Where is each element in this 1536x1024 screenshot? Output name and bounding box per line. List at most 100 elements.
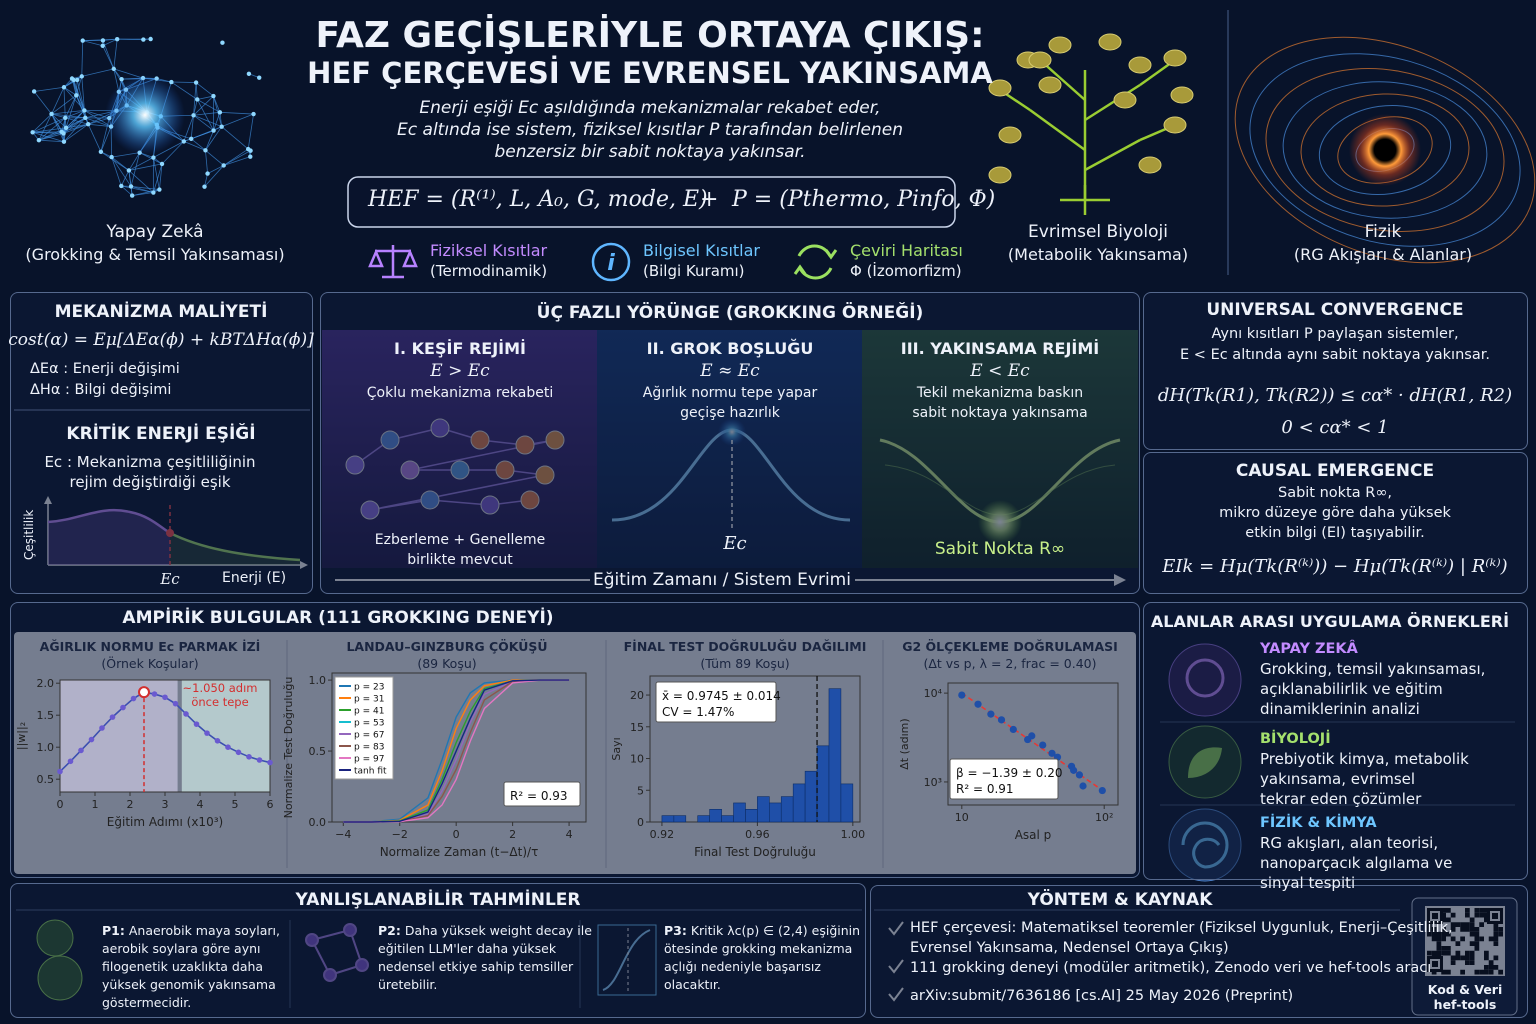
brain-node <box>85 122 91 127</box>
app-text: sinyal tespiti <box>1260 874 1356 892</box>
cell <box>988 166 1012 184</box>
cell <box>1138 156 1162 174</box>
brain-node <box>36 138 42 143</box>
tree-branch <box>1029 108 1086 152</box>
phase-footer: Ezberleme + Genelleme <box>374 532 546 548</box>
brain-link <box>193 111 220 116</box>
left-panel <box>10 292 313 594</box>
prediction-text: aerobik soylara göre aynı <box>102 941 261 956</box>
brain-node <box>79 74 84 79</box>
brain-link <box>51 113 86 119</box>
constraint-subtitle: (Termodinamik) <box>430 262 548 280</box>
brain-link <box>51 113 65 142</box>
brain-link <box>65 117 86 129</box>
brain-node <box>211 128 216 133</box>
brain-link <box>153 157 160 190</box>
prediction-text: P3: Kritik λc(p) ∈ (2,4) eşiğinin <box>664 923 860 938</box>
brain-node <box>114 36 120 42</box>
brain-link <box>63 123 89 143</box>
tree-branch <box>1039 59 1086 101</box>
brain-link <box>152 163 163 193</box>
domain-title: Fizik <box>1364 222 1402 242</box>
brain-node <box>49 111 54 117</box>
brain-link <box>32 117 66 133</box>
constraint-subtitle: Φ (İzomorfizm) <box>850 262 962 280</box>
brain-node <box>31 89 37 94</box>
brain-link <box>161 141 185 165</box>
brain-link <box>51 87 65 115</box>
brain-link <box>65 110 85 129</box>
phase-condition: E < Ec <box>970 361 1030 381</box>
brain-node <box>211 93 216 99</box>
brain-node <box>100 43 105 48</box>
panel-title: MEKANİZMA MALİYETİ <box>54 302 268 322</box>
brain-node <box>248 148 253 153</box>
constraint-title: Çeviri Haritası <box>850 241 963 260</box>
brain-node <box>100 38 106 43</box>
app-text: Grokking, temsil yakınsaması, <box>1260 660 1486 678</box>
causal-panel <box>1143 452 1528 594</box>
brain-node <box>151 155 156 160</box>
brain-link <box>75 76 83 96</box>
brain-node <box>129 193 135 198</box>
cell <box>1170 86 1194 104</box>
brain-link <box>38 139 64 143</box>
prediction-text: Anaerobik maya soyları, <box>128 923 280 938</box>
brain-link <box>63 87 66 118</box>
brain-node <box>248 154 253 159</box>
brain-link <box>193 114 222 128</box>
brain-link <box>171 81 198 100</box>
prediction-text: ötesinde grokking mekanizma <box>664 941 853 956</box>
app-title: FİZİK & KİMYA <box>1260 815 1377 831</box>
brain-node <box>30 130 35 135</box>
brain-link <box>111 156 132 187</box>
phase-footer: Ec <box>723 533 747 554</box>
panel-title: KRİTİK ENERJİ EŞİĞİ <box>66 424 256 444</box>
brain-link <box>195 82 214 97</box>
brain-node <box>251 111 256 117</box>
brain-node <box>221 163 226 168</box>
phase-text: Tekil mekanizma baskın <box>916 385 1084 401</box>
cell <box>1038 76 1062 94</box>
brain-link <box>195 82 198 100</box>
brain-node <box>61 131 66 136</box>
subtitle: Enerji eşiği Ec aşıldığında mekanizmalar… <box>419 98 881 118</box>
brain-link <box>213 95 223 127</box>
tree-branch <box>1084 138 1141 172</box>
brain-link <box>193 99 198 116</box>
method-text: HEF çerçevesi: Matematiksel teoremler (F… <box>910 920 1453 936</box>
brain-node <box>74 93 79 98</box>
field-line <box>1234 36 1536 264</box>
brain-link <box>120 170 130 187</box>
phase-text: sabit noktaya yakınsama <box>912 405 1088 421</box>
brain-link <box>193 95 214 116</box>
brain-node <box>98 149 104 154</box>
app-text: tekrar eden çözümler <box>1260 790 1422 808</box>
brain-link <box>221 126 249 150</box>
brain-link <box>219 111 254 115</box>
constraint-subtitle: (Bilgi Kuramı) <box>643 262 745 280</box>
brain-link <box>76 79 85 111</box>
brain-link <box>223 150 251 166</box>
phase-text: geçişe hazırlık <box>680 405 780 421</box>
brain-node <box>109 154 114 160</box>
brain-link <box>63 117 66 134</box>
brain-node <box>205 171 210 176</box>
brain-link <box>205 130 214 151</box>
cell <box>998 126 1022 144</box>
domain-subtitle: (Grokking & Temsil Yakınsaması) <box>25 245 285 264</box>
brain-link <box>33 91 52 115</box>
constraint-title: Bilgisel Kısıtlar <box>643 241 760 260</box>
phase-footer: birlikte mevcut <box>407 552 513 568</box>
formula: P = (Pthermo, Pinfo, Φ) <box>732 187 996 212</box>
brain-link <box>153 141 185 158</box>
brain-node <box>257 75 262 80</box>
brain-link <box>193 82 197 116</box>
universal-panel <box>1143 292 1528 450</box>
prediction-text: Kritik λc(p) ∈ (2,4) eşiğinin <box>690 923 861 938</box>
phase-title: III. YAKINSAMA REJİMİ <box>900 339 1100 358</box>
brain-link <box>100 151 130 171</box>
cell <box>1163 49 1187 67</box>
prediction-text: filogenetik uzaklıkta daha <box>102 959 264 974</box>
formula: cost(α) = Eμ[ΔEα(ϕ) + kBTΔHα(ϕ)] <box>8 330 314 350</box>
